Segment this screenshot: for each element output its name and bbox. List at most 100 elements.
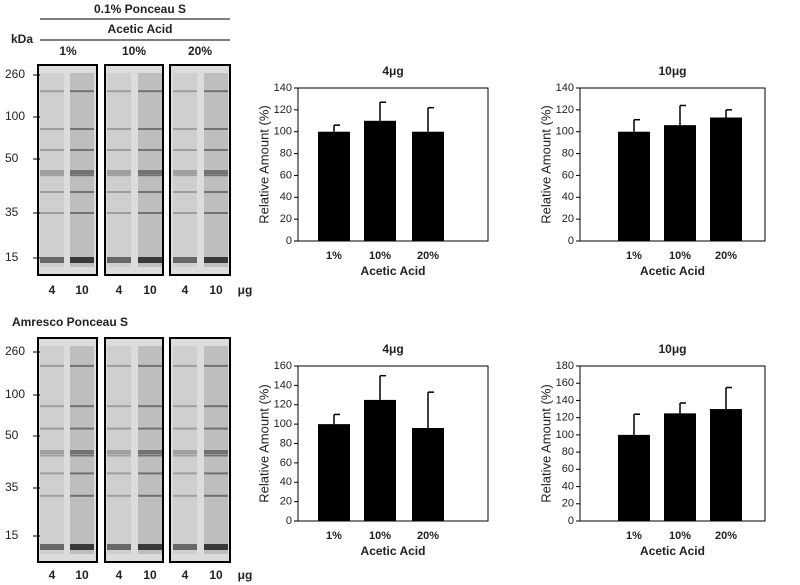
gel-band: [173, 405, 197, 408]
gel-band: [173, 191, 197, 193]
gel-band: [70, 364, 94, 367]
y-tick-label: 60: [280, 169, 292, 181]
gel-band: [70, 191, 94, 193]
gel-band: [138, 450, 162, 454]
gel-band: [204, 364, 228, 367]
gel-band: [138, 257, 162, 263]
y-tick-label: 20: [562, 213, 574, 225]
gel-band: [173, 450, 197, 454]
x-tick-label: 10%: [369, 250, 391, 262]
gel-band: [40, 450, 64, 454]
gel-band: [138, 128, 162, 130]
bar: [664, 125, 696, 241]
y-tick-label: 0: [286, 235, 292, 247]
chart-title: 10μg: [658, 342, 686, 356]
gel-band: [173, 544, 197, 550]
lane-label: 10: [75, 283, 89, 297]
gel-band: [70, 544, 94, 550]
y-tick-label: 80: [562, 446, 574, 458]
gel-band: [204, 454, 228, 457]
lane-label: 4: [49, 283, 56, 297]
y-tick-label: 60: [280, 457, 292, 469]
bar: [710, 409, 742, 521]
gel-band: [173, 212, 197, 214]
gel-band: [138, 544, 162, 550]
gel-band: [107, 472, 131, 475]
gel-lane: [173, 346, 197, 554]
gel-band: [107, 494, 131, 497]
bar: [710, 117, 742, 241]
gel-band: [173, 427, 197, 430]
gel-band: [70, 427, 94, 430]
lane-label: 10: [75, 568, 89, 582]
gel-lane: [40, 73, 64, 267]
marker-label: 35: [5, 205, 19, 219]
gel-band: [173, 494, 197, 497]
gel-band: [40, 174, 64, 177]
y-tick-label: 0: [568, 515, 574, 527]
gel-band: [70, 128, 94, 130]
gel-band: [107, 128, 131, 130]
bar: [664, 413, 696, 521]
gel-band: [107, 170, 131, 174]
y-tick-label: 0: [568, 235, 574, 247]
y-tick-label: 180: [556, 360, 574, 372]
gel-band: [40, 90, 64, 93]
gel-band: [70, 212, 94, 214]
y-tick-label: 40: [562, 480, 574, 492]
y-tick-label: 40: [562, 191, 574, 203]
lane-label: 4: [182, 283, 189, 297]
gel-band: [204, 405, 228, 408]
y-tick-label: 60: [562, 463, 574, 475]
gel-band: [138, 149, 162, 151]
gel-header: 0.1% Ponceau S: [94, 2, 186, 16]
gel-band: [40, 170, 64, 174]
gel-band: [173, 364, 197, 367]
y-tick-label: 20: [562, 498, 574, 510]
gel-band: [40, 494, 64, 497]
bar: [412, 428, 444, 521]
gel-band: [107, 149, 131, 151]
y-tick-label: 140: [274, 82, 292, 94]
y-tick-label: 40: [280, 476, 292, 488]
gel-band: [107, 90, 131, 93]
gel-lane: [40, 346, 64, 554]
gel-band: [40, 454, 64, 457]
marker-label: 260: [5, 67, 25, 81]
gel-band: [204, 128, 228, 130]
gel-band: [40, 149, 64, 151]
gel-band: [204, 174, 228, 177]
y-tick-label: 120: [274, 399, 292, 411]
gel-band: [138, 191, 162, 193]
gel-band: [40, 128, 64, 130]
gel-band: [204, 450, 228, 454]
lane-label: 10: [209, 283, 223, 297]
y-axis-label: Relative Amount (%): [538, 384, 553, 503]
lane-label: 10: [209, 568, 223, 582]
gel-band: [40, 472, 64, 475]
x-tick-label: 20%: [417, 530, 439, 542]
gel-band: [138, 472, 162, 475]
gel-band: [107, 191, 131, 193]
gel-band: [204, 427, 228, 430]
gel-panels: 0.1% Ponceau S Acetic Acid kDa 1% 10% 20…: [11, 2, 230, 329]
gel-band: [173, 472, 197, 475]
y-tick-label: 120: [274, 104, 292, 116]
y-tick-label: 20: [280, 496, 292, 508]
marker-label: 260: [5, 344, 25, 358]
y-axis-label: Relative Amount (%): [538, 105, 553, 224]
gel-band: [40, 544, 64, 550]
gel-band: [138, 364, 162, 367]
gel-band: [204, 191, 228, 193]
gel-band: [107, 364, 131, 367]
gel-band: [107, 405, 131, 408]
lane-label: 10: [143, 568, 157, 582]
gel-band: [40, 191, 64, 193]
gel-band: [138, 174, 162, 177]
lane-label: 4: [182, 568, 189, 582]
x-tick-label: 10%: [369, 530, 391, 542]
column-label: 20%: [188, 44, 212, 58]
gel-band: [107, 212, 131, 214]
y-tick-label: 60: [562, 169, 574, 181]
